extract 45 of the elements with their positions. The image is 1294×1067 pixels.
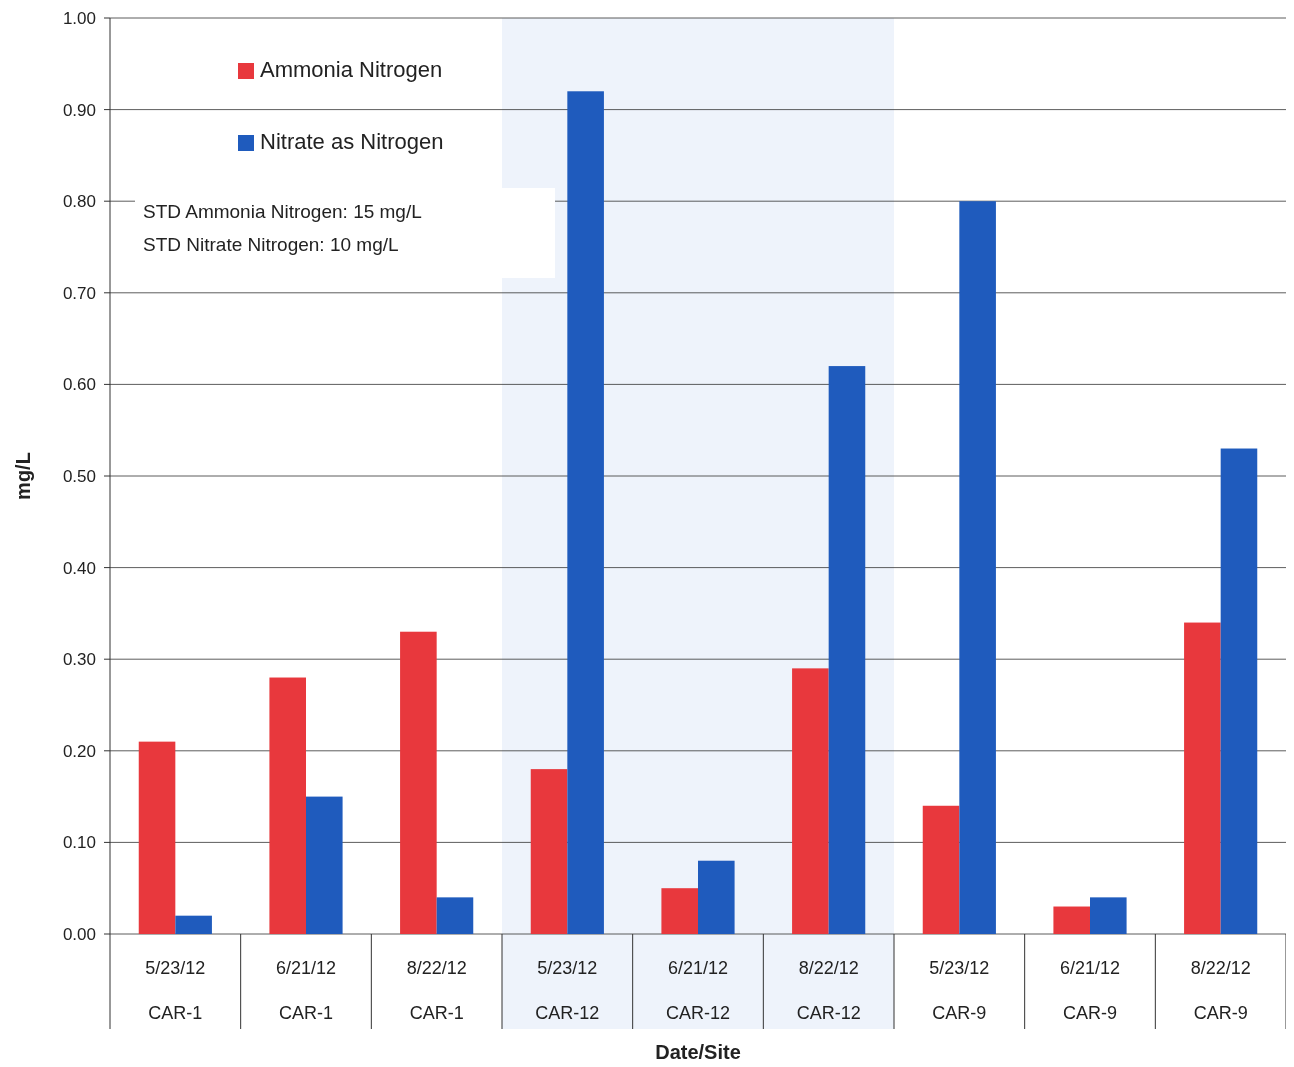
y-tick-label: 0.20 (62, 741, 96, 761)
y-axis-title: mg/L (12, 452, 34, 500)
bar (530, 769, 568, 934)
category-label: 6/21/12 CAR-1 (275, 958, 337, 1023)
bar (138, 741, 176, 934)
bar (567, 91, 604, 934)
bar (698, 860, 735, 934)
y-tick-label: 0.30 (62, 650, 96, 670)
bar (828, 366, 866, 934)
legend-label: Nitrate as Nitrogen (260, 129, 444, 154)
bar (306, 796, 343, 934)
annotation: STD Ammonia Nitrogen: 15 mg/L (143, 201, 422, 222)
bar (436, 897, 474, 934)
y-tick-label: 1.00 (62, 8, 96, 28)
category-label: 5/23/12 CAR-12 (535, 958, 600, 1023)
bar (1053, 906, 1090, 934)
bar (175, 915, 212, 934)
bar (959, 201, 996, 934)
y-tick-label: 0.10 (62, 833, 96, 853)
category-label: 5/23/12 CAR-1 (145, 958, 206, 1023)
y-tick-label: 0.80 (62, 192, 96, 212)
bar (661, 888, 698, 934)
category-label: 6/21/12 CAR-12 (665, 958, 731, 1023)
category-label: 8/22/12 CAR-9 (1190, 958, 1251, 1023)
y-tick-label: 0.60 (62, 375, 96, 395)
note-box: STD Ammonia Nitrogen: 15 mg/L STD Nitrate Nitrogen: 10 mg/L (135, 188, 555, 278)
category-label: 8/22/12 CAR-1 (406, 958, 467, 1023)
bar (400, 631, 437, 934)
annotation: STD Nitrate Nitrogen: 10 mg/L (143, 234, 399, 255)
y-tick-label: 0.70 (62, 283, 96, 303)
category-label: 5/23/12 CAR-9 (929, 958, 990, 1023)
bar (269, 677, 306, 934)
bar (922, 805, 960, 934)
category-label: 6/21/12 CAR-9 (1059, 958, 1121, 1023)
bar (792, 668, 829, 934)
x-axis-title: Date/Site (655, 1041, 741, 1063)
bar (1090, 897, 1127, 934)
y-tick-label: 0.50 (62, 466, 96, 486)
bar (1220, 448, 1258, 934)
y-tick-label: 0.90 (62, 100, 96, 120)
y-tick-label: 0.00 (62, 924, 96, 944)
legend-label: Ammonia Nitrogen (260, 57, 443, 82)
y-tick-label: 0.40 (62, 558, 96, 578)
category-label: 8/22/12 CAR-12 (796, 958, 861, 1023)
bar (1184, 622, 1221, 934)
